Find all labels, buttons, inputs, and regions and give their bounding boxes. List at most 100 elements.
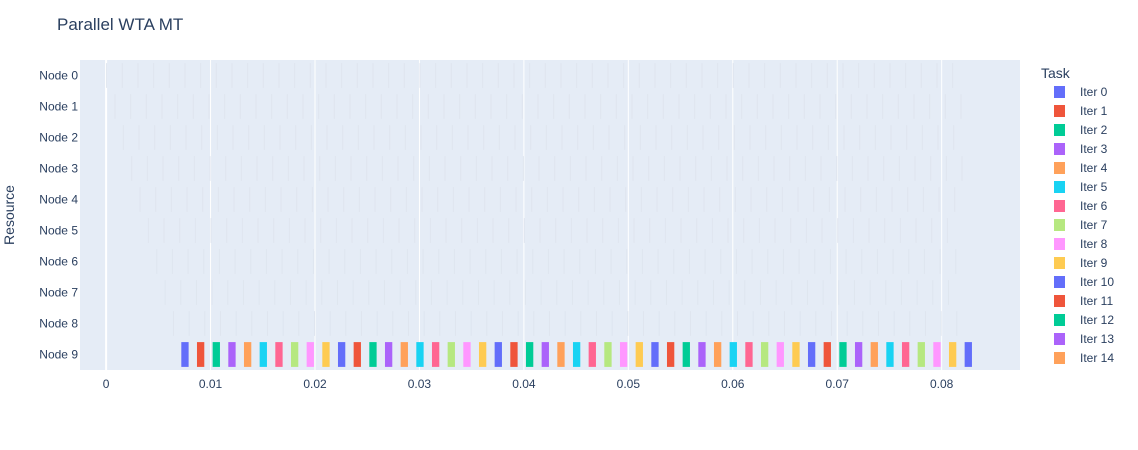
task-bar: [226, 218, 228, 243]
legend-item[interactable]: Iter 3: [1054, 142, 1108, 156]
task-bar: [775, 280, 777, 305]
task-bar: [274, 280, 276, 305]
task-bar: [532, 249, 534, 274]
task-bar: [953, 125, 955, 150]
task-bar: [320, 218, 322, 243]
task-bar: [601, 156, 603, 181]
task-bar: [782, 249, 784, 274]
task-bar: [921, 125, 923, 150]
task-bar: [939, 249, 941, 274]
task-bar: [595, 311, 597, 336]
legend-item[interactable]: Iter 8: [1054, 237, 1108, 251]
legend: Iter 0 Iter 1 Iter 2 Iter 3 Iter 4 Iter 5 Iter…: [1054, 85, 1114, 365]
legend-item[interactable]: Iter 0: [1054, 85, 1108, 99]
task-bar: [729, 342, 737, 367]
legend-label: Iter 2: [1080, 123, 1108, 137]
legend-item[interactable]: Iter 6: [1054, 199, 1108, 213]
legend-item[interactable]: Iter 14: [1054, 351, 1114, 365]
task-bar: [743, 218, 745, 243]
task-bar: [242, 280, 244, 305]
task-bar: [642, 311, 644, 336]
legend-swatch: [1054, 333, 1065, 345]
task-bar: [813, 187, 815, 212]
legend-item[interactable]: Iter 11: [1054, 294, 1113, 308]
task-bar: [360, 311, 362, 336]
task-bar: [929, 94, 931, 119]
task-bar: [369, 342, 377, 367]
legend-item[interactable]: Iter 1: [1054, 104, 1108, 118]
task-bar: [122, 125, 124, 150]
task-bar: [459, 94, 461, 119]
task-bar: [445, 218, 447, 243]
task-bar: [327, 187, 329, 212]
legend-item[interactable]: Iter 5: [1054, 180, 1108, 194]
legend-item[interactable]: Iter 10: [1054, 275, 1114, 289]
task-bar: [876, 249, 878, 274]
legend-item[interactable]: Iter 7: [1054, 218, 1108, 232]
task-bar: [709, 94, 711, 119]
task-bar: [844, 187, 846, 212]
task-bar: [162, 156, 164, 181]
task-bar: [852, 218, 854, 243]
legend-item[interactable]: Iter 2: [1054, 123, 1108, 137]
task-bar: [397, 156, 399, 181]
task-bar: [961, 156, 963, 181]
task-bar: [516, 249, 518, 274]
legend-title: Task: [1041, 65, 1071, 81]
task-bar: [814, 249, 816, 274]
task-bar: [842, 63, 844, 88]
task-bar: [710, 156, 712, 181]
task-bar: [563, 249, 565, 274]
task-bar: [917, 342, 925, 367]
task-bar: [767, 249, 769, 274]
legend-item[interactable]: Iter 4: [1054, 161, 1108, 175]
x-tick-label: 0.02: [303, 377, 327, 391]
task-bar: [289, 280, 291, 305]
task-bar: [568, 94, 570, 119]
task-bar: [164, 280, 166, 305]
task-bar: [439, 311, 441, 336]
legend-item[interactable]: Iter 9: [1054, 256, 1108, 270]
task-bar: [728, 280, 730, 305]
task-bar: [522, 156, 524, 181]
task-bar: [224, 94, 226, 119]
task-bar: [641, 249, 643, 274]
task-bar: [632, 156, 634, 181]
task-bar: [266, 311, 268, 336]
task-bar: [513, 63, 515, 88]
task-bar: [571, 280, 573, 305]
legend-item[interactable]: Iter 13: [1054, 332, 1114, 346]
task-bar: [321, 280, 323, 305]
task-bar: [861, 249, 863, 274]
task-bar: [494, 342, 502, 367]
task-bar: [241, 218, 243, 243]
task-bar: [798, 249, 800, 274]
task-bar: [275, 342, 283, 367]
task-bar: [421, 187, 423, 212]
task-bar: [736, 311, 738, 336]
task-bar: [885, 280, 887, 305]
task-bar: [461, 218, 463, 243]
task-bar: [718, 125, 720, 150]
task-bar: [286, 94, 288, 119]
task-bar: [751, 249, 753, 274]
task-bar: [521, 94, 523, 119]
legend-swatch: [1054, 162, 1065, 174]
task-bar: [947, 280, 949, 305]
task-bar: [403, 63, 405, 88]
task-bar: [451, 125, 453, 150]
task-bar: [475, 156, 477, 181]
task-bar: [258, 280, 260, 305]
task-bar: [607, 63, 609, 88]
legend-swatch: [1054, 86, 1065, 98]
task-bar: [776, 342, 784, 367]
task-bar: [139, 187, 141, 212]
task-bar: [807, 342, 816, 367]
task-bar: [273, 218, 275, 243]
task-bar: [806, 280, 808, 305]
task-bar: [430, 280, 432, 305]
task-bar: [830, 311, 832, 336]
task-bar: [711, 218, 713, 243]
legend-item[interactable]: Iter 12: [1054, 313, 1114, 327]
task-bar: [674, 311, 676, 336]
